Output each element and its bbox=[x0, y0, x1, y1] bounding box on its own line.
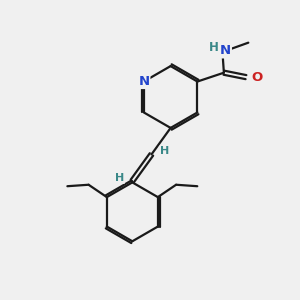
Text: H: H bbox=[160, 146, 169, 157]
Text: O: O bbox=[251, 70, 262, 84]
Text: N: N bbox=[138, 75, 149, 88]
Text: H: H bbox=[208, 41, 218, 55]
Text: N: N bbox=[220, 44, 231, 57]
Text: H: H bbox=[115, 173, 124, 183]
